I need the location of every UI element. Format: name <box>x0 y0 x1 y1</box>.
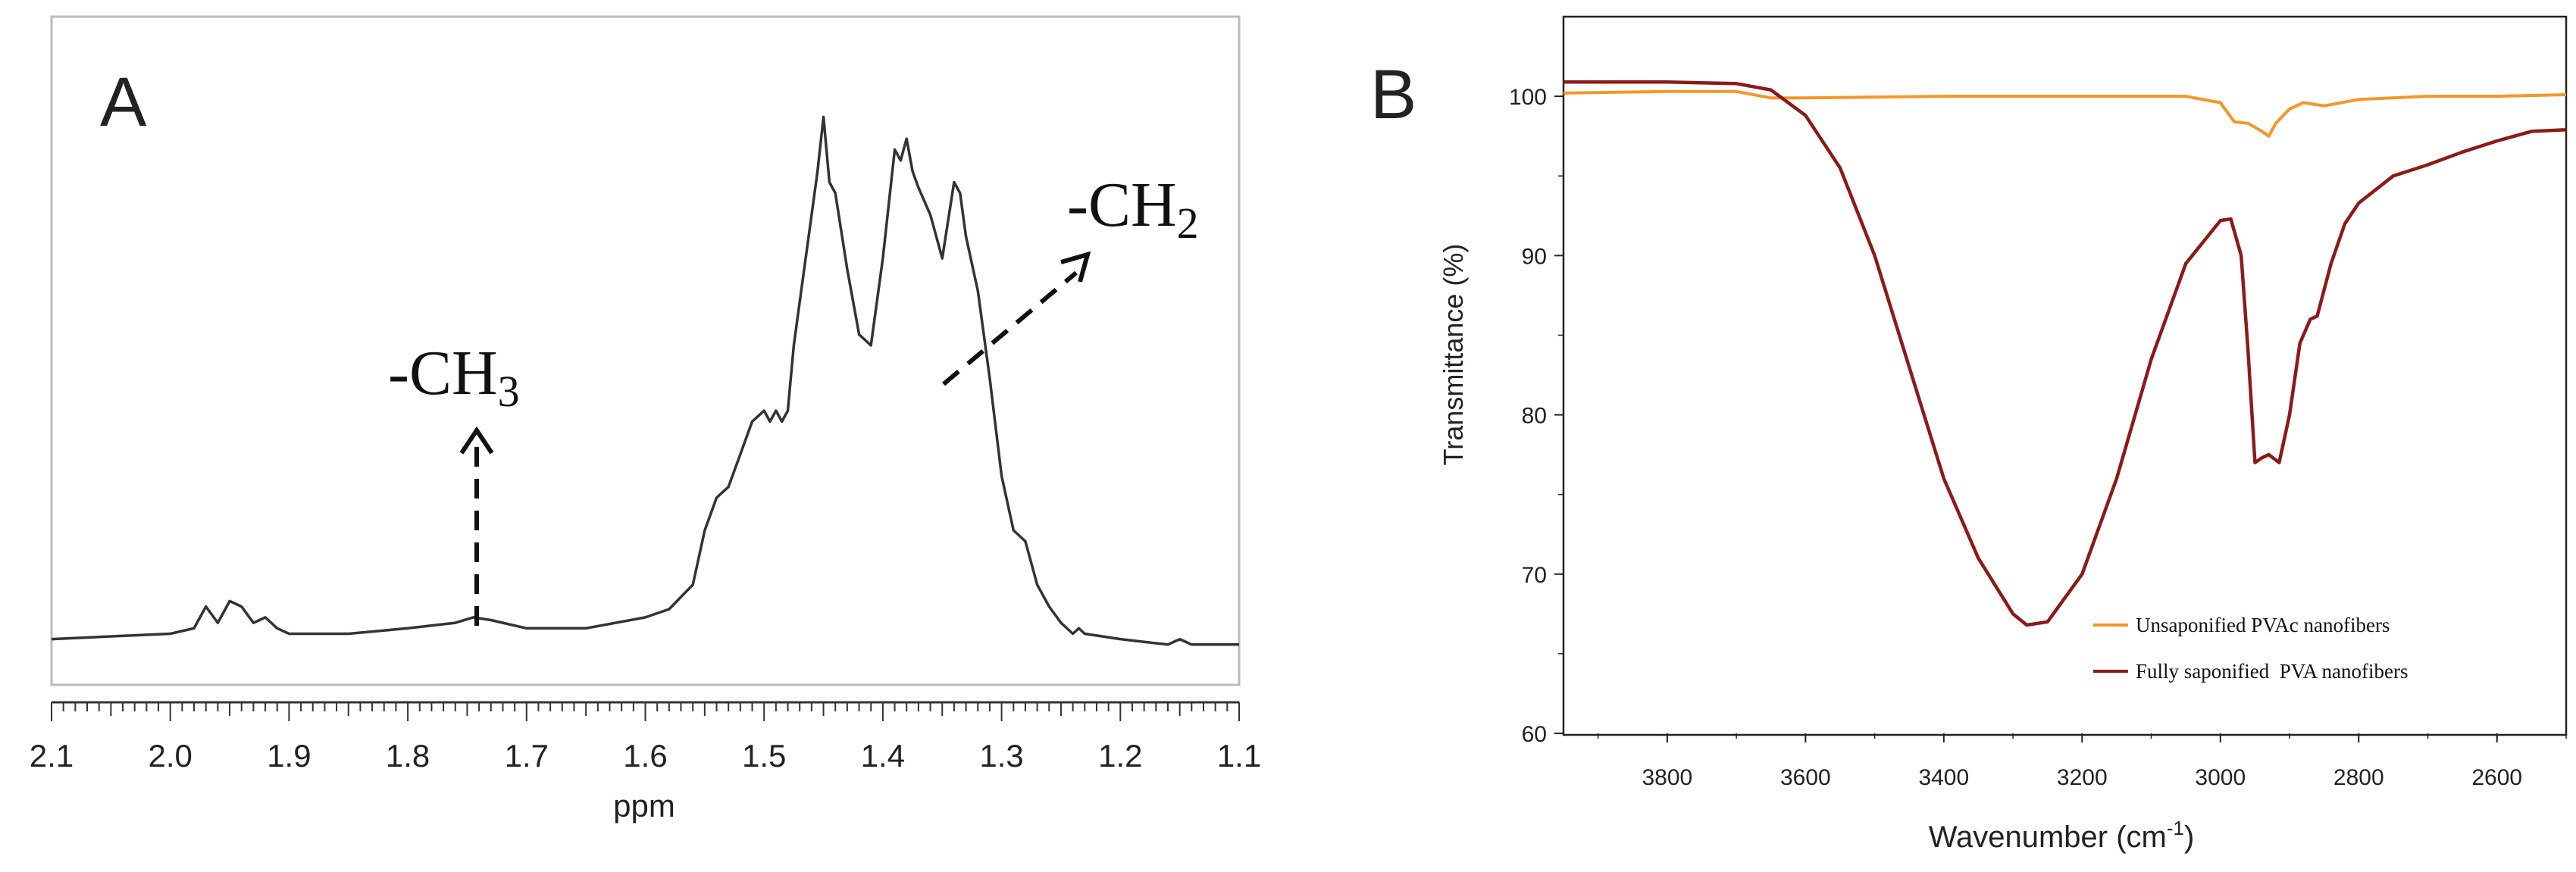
nmr-x-tick-label: 1.1 <box>1217 738 1261 774</box>
series-line-fully-saponified-pva <box>1563 80 2567 627</box>
ir-legend: Unsaponified PVAc nanofibers Fully sapon… <box>2093 614 2409 683</box>
nmr-plot-frame <box>50 15 1241 686</box>
ir-y-tick-label: 80 <box>1522 404 1547 429</box>
series-line-unsaponified-pvac <box>1563 89 2567 138</box>
ir-y-tick-label: 90 <box>1522 244 1547 269</box>
nmr-x-tick-label: 1.4 <box>861 738 905 774</box>
ir-y-tick-label: 70 <box>1522 563 1547 588</box>
ch3-label-main: -CH <box>388 338 498 408</box>
legend-label-unsaponified-pvac: Unsaponified PVAc nanofibers <box>2136 614 2390 636</box>
ir-x-tick-label: 3600 <box>1780 765 1831 790</box>
ir-x-label-superscript: -1 <box>2167 817 2184 839</box>
ir-x-tick-label: 2600 <box>2471 765 2522 790</box>
ch2-label-subscript: 2 <box>1177 198 1199 248</box>
ch2-label-main: -CH <box>1067 170 1177 240</box>
ir-y-axis-label: Transmittance (%) <box>1438 244 1469 466</box>
legend-label-fully-saponified-pva: Fully saponified PVA nanofibers <box>2136 660 2409 683</box>
nmr-x-tick-label: 2.1 <box>30 738 74 774</box>
nmr-x-tick-label: 1.8 <box>386 738 430 774</box>
ir-x-tick-label: 2800 <box>2333 765 2384 790</box>
nmr-x-tick-label: 1.5 <box>742 738 786 774</box>
nmr-x-tick-label: 1.9 <box>267 738 311 774</box>
ir-x-tick-label: 3400 <box>1918 765 1969 790</box>
ir-x-tick-label: 3200 <box>2057 765 2108 790</box>
ch2-arrow-shaft <box>942 270 1078 386</box>
panel-a-letter: A <box>100 64 147 141</box>
ir-plot-frame <box>1562 15 2568 736</box>
panel-b-letter: B <box>1370 56 1416 133</box>
nmr-x-tick-label: 1.2 <box>1098 738 1142 774</box>
ch3-label-subscript: 3 <box>498 367 520 416</box>
nmr-x-tick-label: 1.3 <box>979 738 1023 774</box>
ch2-label: -CH2 <box>1067 170 1199 248</box>
ir-axis-ticks: 3800 3600 3400 3200 3000 2800 2600 60 70 80 90 100 <box>1509 85 2567 790</box>
ch3-arrow-head <box>459 426 494 455</box>
nmr-x-tick-label: 1.6 <box>623 738 667 774</box>
nmr-x-tick-labels: 2.1 2.0 1.9 1.8 1.7 1.6 1.5 1.4 1.3 1.2 1.1 <box>30 738 1261 774</box>
nmr-spectrum-line <box>51 115 1239 646</box>
ir-x-label-main: Wavenumber (cm <box>1929 820 2167 854</box>
ir-x-label-close: ) <box>2184 820 2194 854</box>
ir-x-axis-label: Wavenumber (cm-1) <box>1929 817 2195 854</box>
panel-a: A 2.1 2.0 1.9 1.8 1.7 1.6 1.5 1.4 1.3 1.2 1.1 ppm … <box>30 15 1261 824</box>
ir-y-tick-label: 60 <box>1522 722 1547 747</box>
ir-y-tick-label: 100 <box>1509 85 1547 110</box>
nmr-x-axis-label: ppm <box>613 788 675 824</box>
panel-b: B 3800 3600 3400 3200 3000 2800 2600 60 70 80 90 10… <box>1370 15 2568 854</box>
nmr-minor-ticks <box>51 702 1240 721</box>
ir-x-tick-label: 3800 <box>1642 765 1692 790</box>
nmr-x-tick-label: 2.0 <box>149 738 192 774</box>
nmr-x-tick-label: 1.7 <box>505 738 549 774</box>
ch3-label: -CH3 <box>388 338 520 416</box>
ch2-arrow-head <box>1060 251 1091 283</box>
ir-x-tick-label: 3000 <box>2195 765 2246 790</box>
